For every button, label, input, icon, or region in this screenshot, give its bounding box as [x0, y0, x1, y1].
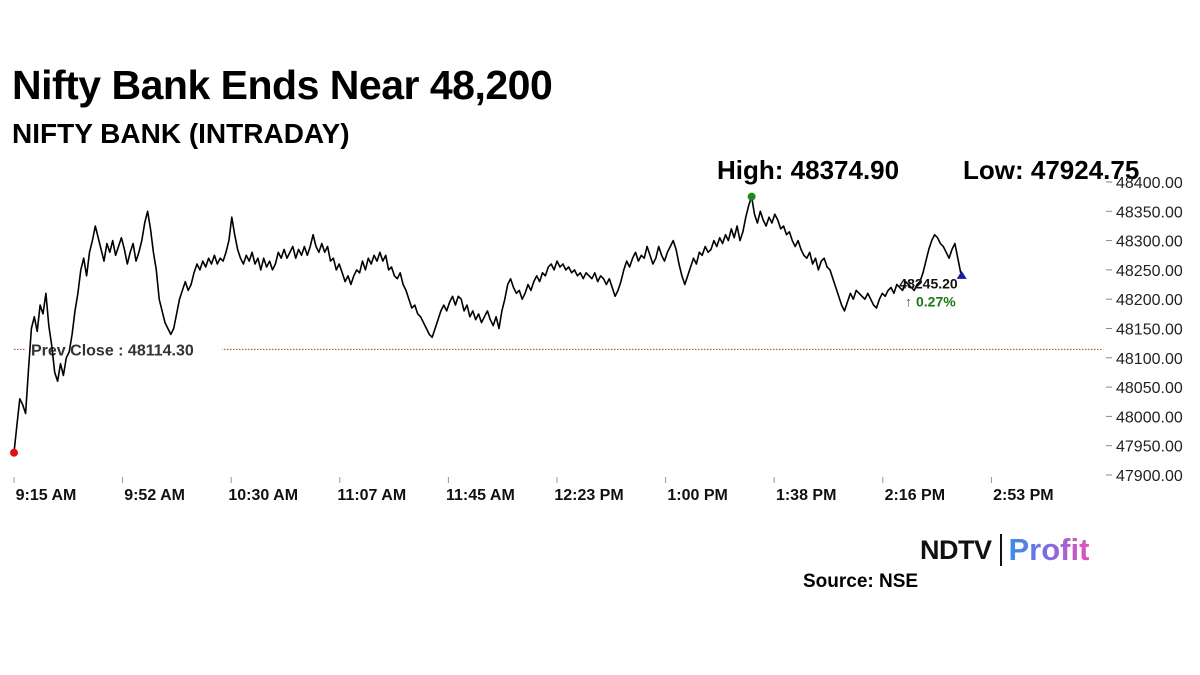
close-marker [956, 270, 967, 279]
change-percent-label: ↑ 0.27% [905, 294, 956, 310]
x-tick-label: 10:30 AM [228, 487, 298, 504]
x-tick-label: 1:38 PM [776, 487, 836, 504]
x-tick-label: 12:23 PM [554, 487, 623, 504]
low-label: Low: 47924.75 [963, 155, 1140, 185]
open-marker [10, 448, 18, 457]
y-tick-label: 48400.00 [1116, 175, 1183, 192]
source-note: Source: NSE [803, 571, 919, 592]
y-tick-label: 48150.00 [1116, 322, 1183, 339]
brand-separator [999, 534, 1002, 566]
x-tick-label: 2:53 PM [993, 487, 1053, 504]
y-tick-label: 48300.00 [1116, 234, 1183, 251]
chart-subtitle: NIFTY BANK (INTRADAY) [12, 118, 350, 149]
y-tick-label: 48050.00 [1116, 380, 1183, 397]
prev-close-label-bg [26, 340, 222, 359]
y-tick-label: 48100.00 [1116, 351, 1183, 368]
x-tick-label: 11:45 AM [446, 487, 515, 504]
x-tick-label: 9:15 AM [16, 487, 77, 504]
last-value-label: 48245.20 [899, 276, 958, 292]
y-axis: 47900.00 47950.00 48000.00 48050.00 48100.00… [1106, 175, 1183, 485]
brand-profit: Profit [1008, 532, 1090, 567]
y-tick-label: 48350.00 [1116, 204, 1183, 221]
x-tick-label: 1:00 PM [667, 487, 727, 504]
x-tick-label: 9:52 AM [124, 487, 185, 504]
high-label: High: 48374.90 [717, 155, 900, 185]
x-tick-label: 11:07 AM [337, 487, 406, 504]
brand-ndtv: NDTV [920, 534, 992, 565]
price-line [13, 195, 962, 453]
x-axis: 9:15 AM 9:52 AM 10:30 AM 11:07 AM 11:45 AM 12… [13, 477, 1054, 504]
chart-title: Nifty Bank Ends Near 48,200 [12, 62, 553, 108]
y-tick-label: 48250.00 [1116, 263, 1183, 280]
ndtv-profit-logo: NDTV Profit [920, 532, 1090, 567]
high-marker [747, 192, 756, 201]
y-tick-label: 47950.00 [1116, 439, 1183, 456]
y-tick-label: 48000.00 [1116, 409, 1183, 426]
y-tick-label: 47900.00 [1116, 468, 1183, 485]
x-tick-label: 2:16 PM [885, 487, 945, 504]
prev-close-label: Prev Close : 48114.30 [31, 342, 194, 359]
y-tick-label: 48200.00 [1116, 292, 1183, 309]
